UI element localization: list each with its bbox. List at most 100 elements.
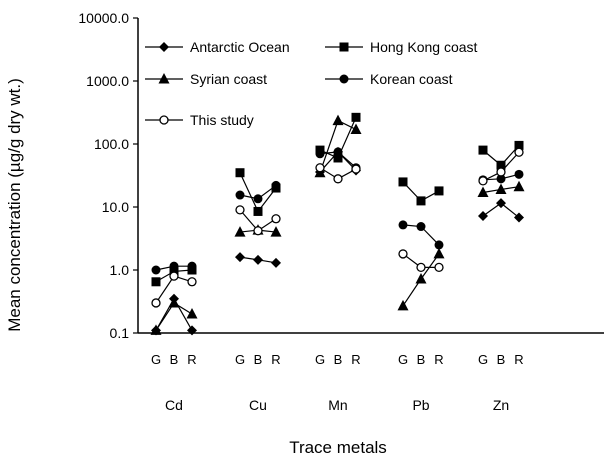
data-point [187, 277, 197, 287]
x-axis-title: Trace metals [289, 438, 387, 457]
data-point [235, 190, 245, 200]
data-point [496, 167, 506, 177]
legend-label: This study [190, 112, 254, 128]
data-point [187, 325, 197, 336]
x-sub-label: B [417, 352, 426, 367]
data-point [351, 112, 361, 122]
series-group [151, 112, 524, 287]
data-point [496, 160, 506, 170]
data-point [415, 272, 427, 284]
data-point [271, 257, 281, 268]
data-point [169, 271, 179, 281]
series-group [151, 147, 524, 308]
y-tick-label: 1000.0 [86, 73, 129, 89]
data-point [434, 186, 444, 196]
data-point [235, 252, 245, 263]
data-point [315, 163, 325, 173]
data-point [398, 220, 408, 230]
x-sub-label: B [334, 352, 343, 367]
data-point [270, 226, 282, 237]
data-point [416, 196, 426, 206]
x-group-label: Mn [328, 397, 347, 413]
data-point [151, 298, 161, 308]
data-point [150, 324, 162, 335]
data-point [235, 205, 245, 215]
data-point [514, 169, 524, 179]
data-point [496, 174, 506, 184]
data-point [513, 180, 525, 192]
data-point [253, 194, 263, 204]
legend-label: Syrian coast [190, 71, 267, 87]
x-group-label: Cd [165, 397, 183, 413]
y-tick-label: 1.0 [110, 262, 130, 278]
data-point [477, 186, 489, 197]
data-point [514, 212, 524, 223]
x-sub-label: B [170, 352, 179, 367]
x-sub-label: G [315, 352, 325, 367]
legend-label: Antarctic Ocean [190, 39, 290, 55]
legend-item: Korean coast [325, 71, 453, 87]
x-group-label: Zn [493, 397, 509, 413]
data-point [434, 240, 444, 250]
data-point [186, 308, 198, 319]
data-point [333, 147, 343, 157]
data-point [187, 261, 197, 271]
data-point [514, 140, 524, 150]
data-point [151, 277, 161, 287]
data-point [495, 183, 507, 194]
legend-marker [159, 42, 169, 52]
data-point [398, 177, 408, 187]
x-sub-label: R [187, 352, 196, 367]
y-axis-title: Mean concentration (µg/g dry wt.) [5, 78, 24, 332]
y-tick-label: 100.0 [94, 136, 129, 152]
data-point [351, 164, 361, 174]
data-point [234, 226, 246, 237]
x-sub-label: B [254, 352, 263, 367]
x-sub-label: G [151, 352, 161, 367]
data-point [271, 180, 281, 190]
legend: Antarctic Ocean Hong Kong coast Syrian coa… [145, 39, 478, 128]
data-point [151, 265, 161, 275]
data-point [253, 254, 263, 265]
data-point [169, 266, 179, 276]
x-sub-label: R [434, 352, 443, 367]
x-group-labels: Cd Cu Mn Pb Zn [165, 397, 509, 413]
legend-item: Antarctic Ocean [145, 39, 290, 55]
data-point [271, 214, 281, 224]
data-point [398, 249, 408, 259]
data-point [235, 168, 245, 178]
x-sub-label: G [398, 352, 408, 367]
data-point [478, 176, 488, 186]
legend-item: This study [145, 112, 254, 128]
y-tick-label: 0.1 [110, 325, 130, 341]
data-point [333, 153, 343, 163]
data-point [478, 210, 488, 221]
x-sub-label: R [271, 352, 280, 367]
data-point [416, 262, 426, 273]
series-layer [150, 112, 525, 336]
x-sub-label: B [497, 352, 506, 367]
x-sub-label: G [478, 352, 488, 367]
data-point [433, 247, 445, 259]
data-point [496, 198, 506, 209]
data-point [397, 299, 409, 311]
data-point [333, 174, 343, 184]
data-point [416, 222, 426, 232]
series-group [151, 147, 524, 275]
data-point [253, 206, 263, 216]
legend-label: Hong Kong coast [370, 39, 478, 55]
legend-label: Korean coast [370, 71, 453, 87]
legend-marker [339, 42, 349, 52]
data-point [514, 147, 524, 157]
y-tick-label: 10.0 [102, 199, 129, 215]
series-line [239, 172, 277, 213]
legend-marker [339, 74, 349, 84]
x-group-label: Cu [249, 397, 267, 413]
data-point [315, 149, 325, 159]
x-group-label: Pb [412, 397, 429, 413]
data-point [253, 226, 263, 236]
legend-item: Syrian coast [145, 71, 267, 87]
x-sub-label: R [514, 352, 523, 367]
